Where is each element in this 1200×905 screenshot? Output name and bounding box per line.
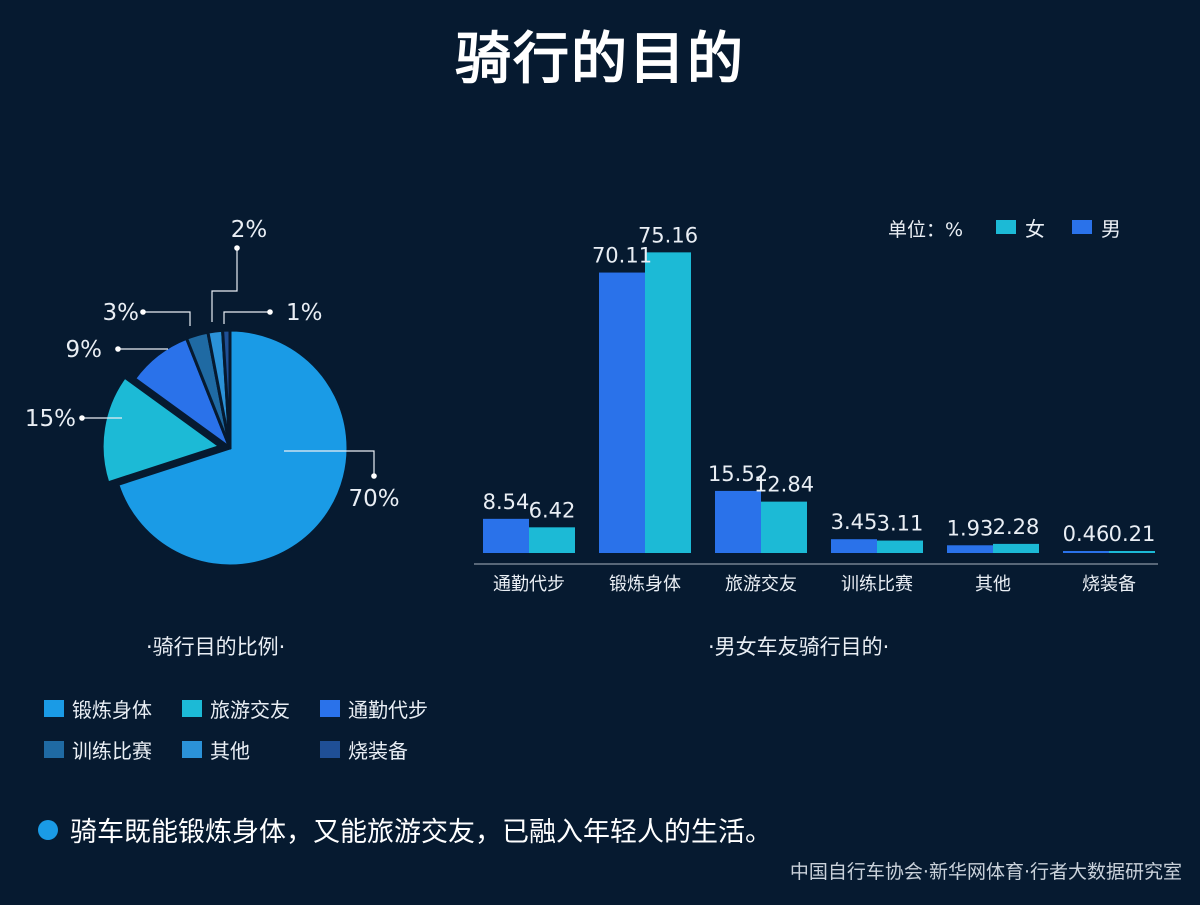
legend-swatch [320, 741, 340, 758]
legend-item: 烧装备 [320, 735, 460, 764]
pie-callout-line [143, 311, 191, 326]
pie-value-label: 3% [103, 300, 140, 326]
bar-data-label-male: 1.93 [947, 516, 994, 540]
pie-slice-锻炼身体 [116, 328, 350, 568]
bar-data-label-male: 15.52 [708, 462, 768, 486]
pie-value-label: 70% [348, 486, 399, 512]
legend-swatch [44, 741, 64, 758]
bar-data-label-male: 3.45 [831, 510, 878, 534]
pie-value-label: 2% [231, 217, 268, 243]
bar-male-其他 [947, 545, 993, 553]
bar-data-label-female: 12.84 [754, 473, 814, 497]
pie-callout-dot [371, 473, 377, 479]
pie-callout-dot [234, 245, 240, 251]
pie-value-label: 15% [25, 406, 76, 432]
legend-item: 通勤代步 [320, 694, 460, 723]
summary-text: 骑车既能锻炼身体，又能旅游交友，已融入年轻人的生活。 [70, 817, 772, 848]
bar-x-tick-label: 旅游交友 [725, 574, 797, 595]
pie-slice-旅游交友 [100, 375, 222, 485]
bar-chart-caption: ·男女车友骑行目的· [708, 635, 890, 659]
bar-legend-swatch-female [996, 220, 1016, 234]
legend-label: 旅游交友 [210, 698, 290, 722]
pie-callout-dot [115, 346, 121, 352]
bar-x-tick-label: 其他 [975, 574, 1011, 595]
bar-legend-label-female: 女 [1025, 217, 1045, 241]
legend-swatch [44, 700, 64, 717]
bar-data-label-male: 0.46 [1063, 522, 1110, 546]
bar-data-label-female: 2.28 [993, 515, 1040, 539]
bar-data-label-male: 8.54 [483, 490, 530, 514]
bar-female-其他 [993, 543, 1039, 553]
pie-callout-dot [267, 309, 273, 315]
legend-label: 锻炼身体 [72, 698, 152, 722]
bar-female-烧装备 [1109, 551, 1155, 553]
pie-callout-dot [79, 415, 85, 421]
legend-swatch [182, 741, 202, 758]
legend-label: 其他 [210, 739, 250, 763]
bar-male-锻炼身体 [599, 272, 645, 553]
bar-legend-swatch-male [1072, 220, 1092, 234]
source-credit: 中国自行车协会·新华网体育·行者大数据研究室 [789, 861, 1182, 883]
legend-label: 通勤代步 [348, 698, 428, 722]
pie-chart-caption: ·骑行目的比例· [146, 635, 286, 659]
pie-value-label: 1% [286, 300, 323, 326]
bar-female-训练比赛 [877, 540, 923, 553]
bar-male-旅游交友 [715, 490, 761, 553]
bar-female-通勤代步 [529, 527, 575, 553]
legend-item: 锻炼身体 [44, 694, 182, 723]
legend-swatch [182, 700, 202, 717]
pie-callout-line [284, 450, 375, 476]
legend-swatch [320, 700, 340, 717]
page-title: 骑行的目的 [455, 27, 745, 92]
bar-female-旅游交友 [761, 501, 807, 553]
bar-legend-label-male: 男 [1101, 217, 1121, 241]
legend-item: 其他 [182, 735, 320, 764]
legend-item: 旅游交友 [182, 694, 320, 723]
bar-x-tick-label: 烧装备 [1082, 574, 1136, 595]
bar-data-label-male: 70.11 [592, 244, 652, 268]
legend-item: 训练比赛 [44, 735, 182, 764]
bar-data-label-female: 6.42 [529, 498, 576, 522]
pie-callout-line [223, 311, 270, 324]
pie-callout-line [211, 248, 238, 322]
pie-value-label: 9% [66, 337, 103, 363]
bar-data-label-female: 75.16 [638, 223, 698, 247]
bullet-dot-icon [38, 819, 58, 840]
bar-data-label-female: 0.21 [1109, 522, 1156, 546]
bar-male-烧装备 [1063, 551, 1109, 553]
pie-callout-dot [140, 309, 146, 315]
pie-legend: 锻炼身体 旅游交友 通勤代步 训练比赛 其他 烧装备 [44, 694, 474, 764]
summary-note: 骑车既能锻炼身体，又能旅游交友，已融入年轻人的生活。 [38, 810, 772, 849]
bar-x-tick-label: 训练比赛 [841, 574, 913, 595]
legend-label: 烧装备 [348, 739, 408, 763]
pie-slice-烧装备 [221, 328, 232, 450]
bar-x-tick-label: 通勤代步 [493, 574, 565, 595]
bar-data-label-female: 3.11 [877, 512, 924, 536]
legend-label: 训练比赛 [72, 739, 152, 763]
bar-x-tick-label: 锻炼身体 [609, 574, 681, 595]
bar-female-锻炼身体 [645, 252, 691, 554]
bar-male-通勤代步 [483, 518, 529, 553]
bar-male-训练比赛 [831, 539, 877, 553]
bar-unit-label: 单位：% [888, 219, 963, 241]
